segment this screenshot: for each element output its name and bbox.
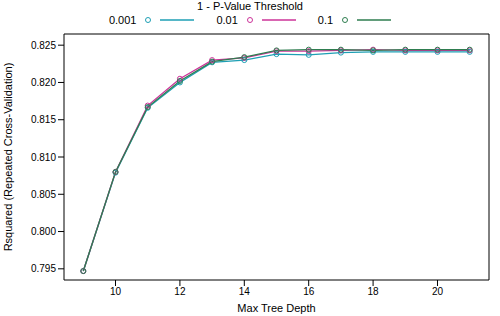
- html-text:0.001: 0.001: [108, 14, 137, 26]
- svg-text:0.800: 0.800: [31, 226, 56, 237]
- html-text:0.01: 0.01: [216, 14, 238, 26]
- svg-text:0.795: 0.795: [31, 263, 56, 274]
- svg-text:14: 14: [239, 286, 251, 297]
- svg-text:16: 16: [303, 286, 315, 297]
- svg-text:12: 12: [174, 286, 186, 297]
- html-text:0.1: 0.1: [317, 14, 334, 26]
- svg-text:Max Tree Depth: Max Tree Depth: [237, 302, 315, 314]
- svg-text:0.810: 0.810: [31, 152, 56, 163]
- svg-text:10: 10: [110, 286, 122, 297]
- svg-text:0.805: 0.805: [31, 189, 56, 200]
- svg-text:0.820: 0.820: [31, 77, 56, 88]
- svg-text:18: 18: [368, 286, 380, 297]
- svg-text:0.815: 0.815: [31, 114, 56, 125]
- svg-text:Rsquared (Repeated Cross-Valid: Rsquared (Repeated Cross-Validation): [8, 63, 14, 252]
- svg-text:20: 20: [432, 286, 444, 297]
- svg-text:0.825: 0.825: [31, 40, 56, 51]
- html-text:1 - P-Value Threshold: 1 - P-Value Threshold: [197, 0, 303, 12]
